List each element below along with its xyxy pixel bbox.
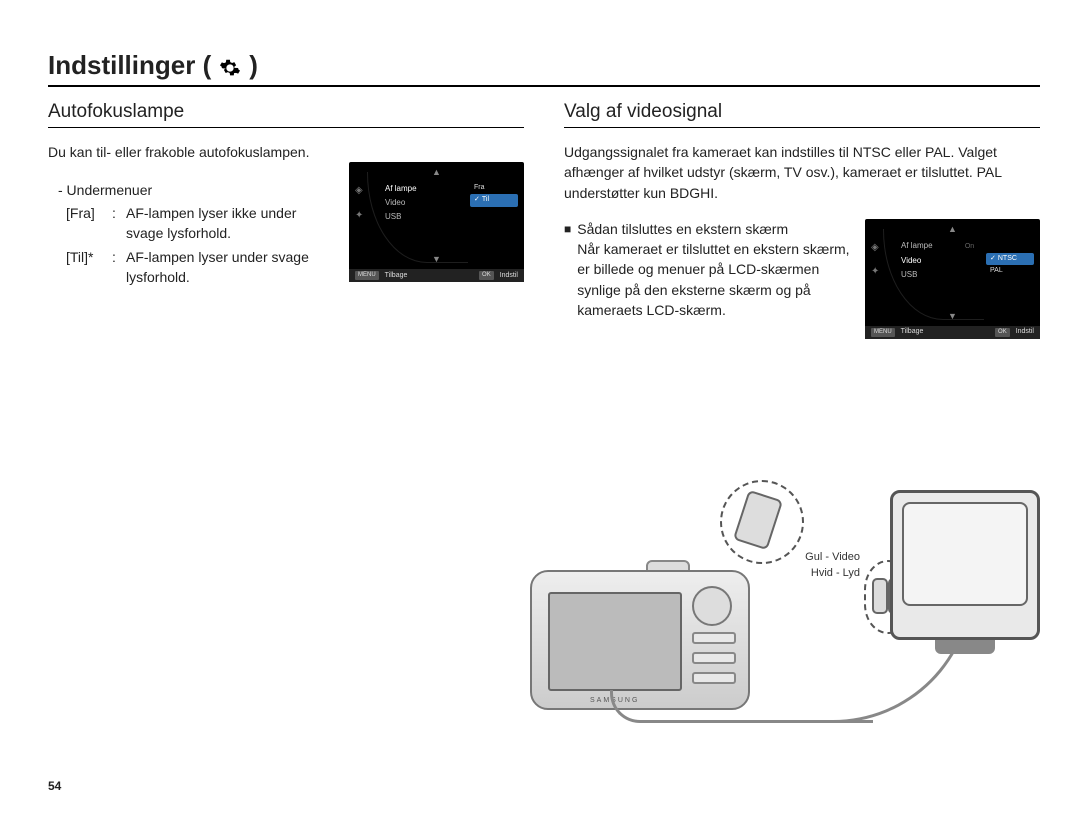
lcd-menu-item: Video xyxy=(385,196,417,210)
lcd-menu-item: Af lampe On xyxy=(901,239,974,254)
menu-tag: MENU xyxy=(355,271,379,280)
lcd-options: Fra ✓Til xyxy=(470,182,518,206)
tv-icon xyxy=(890,490,1040,640)
back-label: Tilbage xyxy=(385,271,408,281)
ok-label: Indstil xyxy=(500,271,518,281)
page-title: Indstillinger ( ) xyxy=(48,50,1040,87)
lcd-option-selected: ✓NTSC xyxy=(986,253,1034,265)
section-heading: Autofokuslampe xyxy=(48,101,524,128)
option-key: [Til]* xyxy=(66,247,112,288)
section-autofocus: Autofokuslampe Du kan til- eller frakobl… xyxy=(48,101,524,339)
page-number: 54 xyxy=(48,779,61,793)
lcd-screenshot-af: ▲ ◈✦ Af lampe Video USB Fra ✓Til ▼ xyxy=(349,162,524,282)
cable-icon xyxy=(610,690,873,723)
lcd-option: PAL xyxy=(986,265,1034,277)
lcd-option: Fra xyxy=(470,182,518,194)
ok-tag: OK xyxy=(995,328,1010,337)
audio-plug-label: Hvid - Lyd xyxy=(811,566,860,580)
section-video-out: Valg af videosignal Udgangssignalet fra … xyxy=(564,101,1040,339)
back-label: Tilbage xyxy=(901,327,924,337)
lcd-menu: Af lampe Video USB xyxy=(385,182,417,224)
lcd-menu-item: Video xyxy=(901,254,974,268)
lcd-decor xyxy=(367,172,468,263)
bullet-body: Når kameraet er tilsluttet en ekstern sk… xyxy=(577,239,853,320)
lcd-footer: MENU Tilbage OK Indstil xyxy=(865,326,1040,339)
check-icon: ✓ xyxy=(474,196,480,203)
gear-icon xyxy=(219,55,241,77)
option-sep: : xyxy=(112,247,126,288)
title-suffix: ) xyxy=(249,50,258,81)
lcd-side-icons: ◈✦ xyxy=(355,184,363,223)
video-plug-label: Gul - Video xyxy=(805,550,860,564)
lcd-menu: Af lampe On Video USB xyxy=(901,239,974,282)
lcd-menu-item: USB xyxy=(385,210,417,224)
chevron-up-icon: ▲ xyxy=(948,223,957,236)
lcd-option-selected: ✓Til xyxy=(470,194,518,206)
chevron-up-icon: ▲ xyxy=(432,166,441,179)
chevron-down-icon: ▼ xyxy=(432,253,441,266)
lcd-menu-item: Af lampe xyxy=(385,182,417,196)
check-icon: ✓ xyxy=(990,255,996,262)
option-sep: : xyxy=(112,203,126,244)
ok-tag: OK xyxy=(479,271,494,280)
ok-label: Indstil xyxy=(1016,327,1034,337)
intro-text: Udgangssignalet fra kameraet kan indstil… xyxy=(564,142,1040,203)
title-text: Indstillinger ( xyxy=(48,50,211,81)
chevron-down-icon: ▼ xyxy=(948,310,957,323)
lcd-footer: MENU Tilbage OK Indstil xyxy=(349,269,524,282)
lcd-options: ✓NTSC PAL xyxy=(986,253,1034,277)
lcd-side-icons: ◈✦ xyxy=(871,241,879,280)
lcd-screenshot-video: ▲ ◈✦ Af lampe On Video USB ✓NTSC PAL ▼ xyxy=(865,219,1040,339)
option-desc: AF-lampen lyser ikke under svage lysforh… xyxy=(126,203,331,244)
submenu-label: - Undermenuer xyxy=(58,180,331,200)
menu-tag: MENU xyxy=(871,328,895,337)
square-bullet-icon: ■ xyxy=(564,221,571,320)
lcd-menu-item: USB xyxy=(901,268,974,282)
bullet-title: Sådan tilsluttes en ekstern skærm xyxy=(577,219,853,239)
section-heading: Valg af videosignal xyxy=(564,101,1040,128)
option-desc: AF-lampen lyser under svage lysforhold. xyxy=(126,247,331,288)
camera-icon: SAMSUNG xyxy=(530,570,750,710)
connection-illustration: SAMSUNG Gul - Video Hvid - Lyd xyxy=(490,460,1050,740)
intro-text: Du kan til- eller frakoble autofokuslamp… xyxy=(48,142,524,162)
option-key: [Fra] xyxy=(66,203,112,244)
